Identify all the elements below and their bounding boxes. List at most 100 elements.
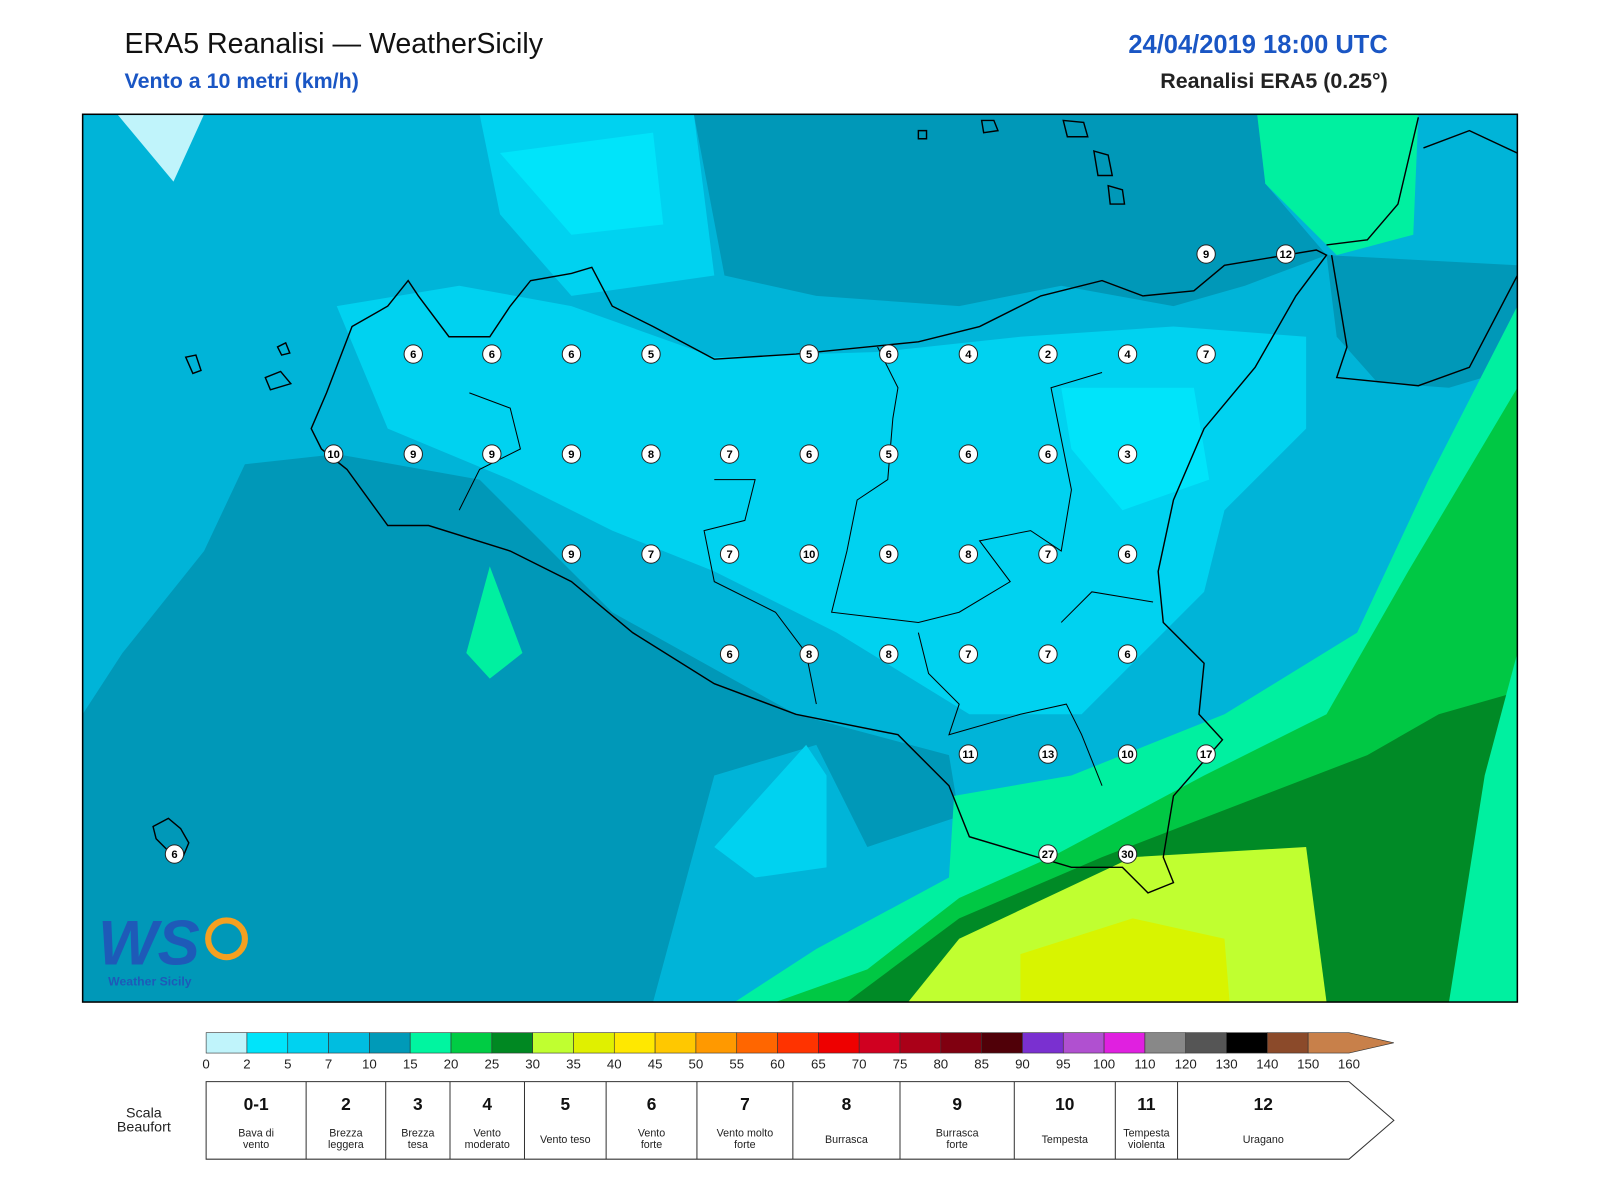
colorbar-tick-label: 70 — [852, 1056, 867, 1071]
colorbar-segment — [940, 1032, 982, 1054]
colorbar-tick-label: 130 — [1215, 1056, 1237, 1071]
station-marker — [1117, 444, 1138, 464]
station-marker — [403, 344, 423, 364]
station-marker — [1196, 744, 1216, 764]
beaufort-label: Scala — [126, 1105, 162, 1121]
field-zone — [1448, 653, 1518, 1003]
station-value: 9 — [568, 549, 574, 561]
field-zone — [117, 114, 205, 182]
station-value: 6 — [171, 849, 177, 861]
colorbar-segment — [409, 1032, 452, 1054]
station-marker — [1117, 744, 1138, 764]
beaufort-label: Beaufort — [117, 1120, 171, 1136]
colorbar: 0 2 5 7 10 15 20 25 30 35 40 45 50 55 60 65 70 75 80 85 90 95… — [202, 1032, 1394, 1071]
station-value: 6 — [726, 649, 732, 661]
colorbar-segment — [899, 1032, 942, 1054]
colorbar-segment — [736, 1032, 778, 1054]
colorbar-segment — [654, 1032, 697, 1054]
province-border — [917, 632, 1103, 786]
colorbar-tick-label: 45 — [648, 1056, 663, 1071]
colorbar-tick-label: 160 — [1338, 1056, 1360, 1071]
beaufort-description: moderato — [465, 1139, 510, 1151]
station-value: 11 — [962, 749, 974, 761]
station-marker — [799, 544, 819, 564]
station-marker — [719, 644, 740, 664]
field-zone — [466, 566, 523, 679]
beaufort-force: 5 — [560, 1094, 570, 1114]
beaufort-force: 2 — [341, 1094, 351, 1114]
datetime: 24/04/2019 18:00 UTC — [1128, 31, 1387, 59]
station-value: 8 — [648, 449, 654, 461]
station-value: 12 — [1279, 249, 1291, 261]
logo-mark: WS — [98, 908, 200, 978]
island-coast — [152, 817, 190, 856]
colorbar-tick-label: 10 — [362, 1056, 377, 1071]
station-marker — [879, 544, 899, 564]
station-value: 10 — [803, 549, 815, 561]
beaufort-frame — [205, 1081, 1395, 1160]
field-zone — [1257, 114, 1419, 256]
colorbar-tick-label: 80 — [933, 1056, 948, 1071]
colorbar-tick-label: 85 — [974, 1056, 989, 1071]
station-value: 9 — [489, 449, 495, 461]
calabria-coast — [1423, 129, 1518, 154]
station-value: 7 — [726, 549, 732, 561]
logo-subtitle: Weather Sicily — [108, 975, 192, 989]
colorbar-tick-label: 60 — [770, 1056, 785, 1071]
station-marker — [641, 444, 661, 464]
station-marker — [1038, 544, 1058, 564]
station-value: 7 — [1045, 649, 1051, 661]
beaufort-force: 6 — [647, 1094, 657, 1114]
station-value: 6 — [410, 349, 416, 361]
colorbar-tick-label: 65 — [811, 1056, 826, 1071]
colorbar-tick-label: 150 — [1297, 1056, 1319, 1071]
colorbar-tick-label: 30 — [525, 1056, 540, 1071]
station-marker — [958, 344, 979, 364]
station-value: 7 — [726, 449, 732, 461]
beaufort-force: 12 — [1254, 1094, 1273, 1114]
colorbar-segment — [777, 1032, 819, 1054]
beaufort-force: 4 — [482, 1094, 492, 1114]
beaufort-description: forte — [946, 1139, 967, 1151]
station-marker — [1038, 644, 1058, 664]
colorbar-tick-label: 55 — [729, 1056, 744, 1071]
station-value: 6 — [489, 349, 495, 361]
province-border — [703, 479, 817, 705]
station-marker — [958, 444, 979, 464]
station-marker — [1038, 444, 1058, 464]
station-value: 6 — [1124, 549, 1130, 561]
colorbar-tick-label: 140 — [1256, 1056, 1278, 1071]
province-border — [1060, 591, 1154, 623]
field-zone — [500, 132, 664, 235]
colorbar-arrow — [1307, 1032, 1394, 1054]
colorbar-tick-label: 5 — [284, 1056, 291, 1071]
beaufort-description: violenta — [1128, 1139, 1165, 1151]
colorbar-segment — [205, 1032, 248, 1054]
station-value: 10 — [1121, 749, 1133, 761]
station-marker — [799, 344, 819, 364]
field-zone — [82, 454, 960, 1003]
station-value: 10 — [327, 449, 339, 461]
station-value: 7 — [1203, 349, 1209, 361]
beaufort-description: Brezza — [329, 1128, 362, 1140]
colorbar-tick-label: 40 — [607, 1056, 622, 1071]
station-value: 5 — [648, 349, 654, 361]
station-value: 9 — [568, 449, 574, 461]
station-marker — [1117, 544, 1138, 564]
station-marker — [1038, 344, 1058, 364]
colorbar-segment — [1185, 1032, 1227, 1054]
station-marker — [1117, 644, 1138, 664]
coastline — [152, 117, 1518, 894]
beaufort-description: Brezza — [401, 1128, 434, 1140]
beaufort-description: Vento — [638, 1128, 665, 1140]
station-value: 2 — [1045, 349, 1051, 361]
station-marker — [482, 444, 502, 464]
beaufort-description: Burrasca — [825, 1134, 868, 1146]
station-value: 6 — [568, 349, 574, 361]
colorbar-segment — [450, 1032, 493, 1054]
field-zone — [714, 744, 827, 878]
colorbar-tick-label: 110 — [1134, 1056, 1155, 1071]
station-marker — [958, 644, 979, 664]
station-marker — [1038, 744, 1058, 764]
